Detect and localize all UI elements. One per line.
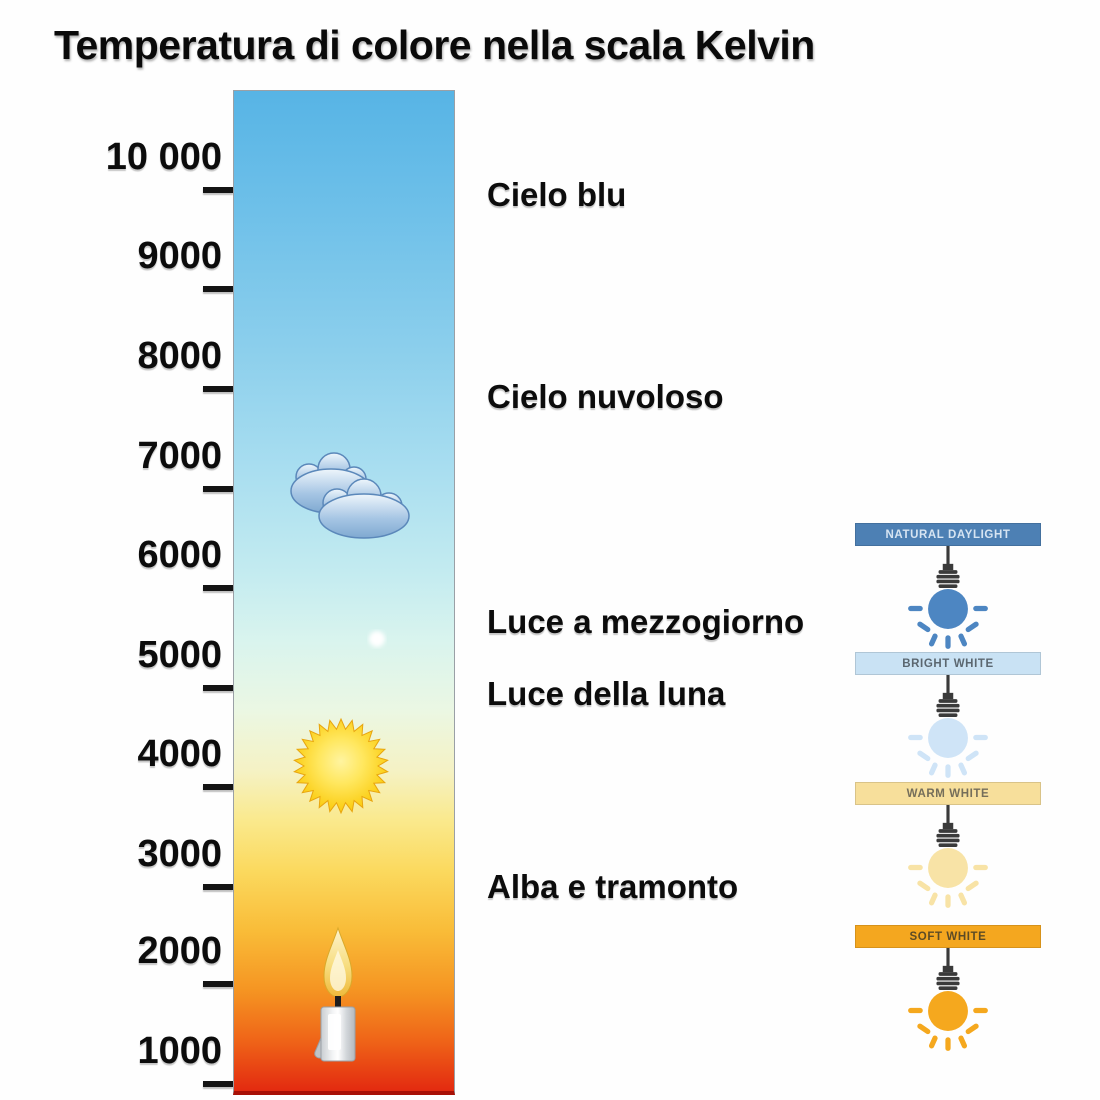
card-header: NATURAL DAYLIGHT	[855, 523, 1041, 546]
card-header: BRIGHT WHITE	[855, 652, 1041, 675]
bulb-card-warm-white: WARM WHITE	[855, 782, 1041, 910]
bulb-card-natural-daylight: NATURAL DAYLIGHT	[855, 523, 1041, 651]
side-label: Alba e tramonto	[487, 868, 739, 905]
light-bulb-icon	[908, 546, 988, 649]
tick-label: 6000	[137, 534, 222, 576]
tick-mark	[203, 884, 233, 890]
tick-mark	[203, 585, 233, 591]
side-label: Luce della luna	[487, 675, 726, 712]
light-bulb-icon	[908, 675, 988, 778]
card-header: SOFT WHITE	[855, 925, 1041, 948]
tick-label: 10 000	[105, 136, 222, 178]
candle-icon	[314, 926, 356, 1062]
light-bulb-icon	[908, 948, 988, 1051]
bulb-glass-and-rays	[908, 848, 988, 908]
tick-label: 2000	[137, 930, 222, 972]
bulb-cord-and-screw	[936, 546, 960, 588]
sun-icon	[293, 717, 389, 815]
tick-label: 7000	[137, 435, 222, 477]
bulb-cord-and-screw	[936, 675, 960, 717]
bulb-card-soft-white: SOFT WHITE	[855, 925, 1041, 1053]
side-label: Luce a mezzogiorno	[487, 603, 805, 640]
tick-mark	[203, 486, 233, 492]
tick-mark	[203, 784, 233, 790]
moon-dot-icon	[369, 631, 385, 647]
tick-label: 1000	[137, 1030, 222, 1072]
tick-label: 5000	[137, 634, 222, 676]
tick-mark	[203, 685, 233, 691]
bulb-cord-and-screw	[936, 805, 960, 847]
card-header: WARM WHITE	[855, 782, 1041, 805]
tick-mark	[203, 981, 233, 987]
bulb-glass-and-rays	[908, 718, 988, 778]
bar-icons-overlay	[290, 452, 410, 1062]
tick-mark	[203, 1081, 233, 1087]
bulb-cord-and-screw	[936, 948, 960, 990]
bulb-glass-and-rays	[908, 991, 988, 1051]
candle-wick	[335, 996, 341, 1007]
clouds-icon	[290, 452, 410, 539]
bulb-card-bright-white: BRIGHT WHITE	[855, 652, 1041, 780]
tick-label: 9000	[137, 235, 222, 277]
tick-label: 4000	[137, 733, 222, 775]
tick-label: 8000	[137, 335, 222, 377]
tick-mark	[203, 286, 233, 292]
page-title: Temperatura di colore nella scala Kelvin	[54, 22, 815, 68]
kelvin-gradient-bar	[233, 90, 455, 1095]
tick-label: 3000	[137, 833, 222, 875]
tick-mark	[203, 187, 233, 193]
bulb-glass-and-rays	[908, 589, 988, 649]
tick-mark	[203, 386, 233, 392]
side-label: Cielo blu	[487, 176, 627, 213]
side-label: Cielo nuvoloso	[487, 378, 724, 415]
light-bulb-icon	[908, 805, 988, 908]
